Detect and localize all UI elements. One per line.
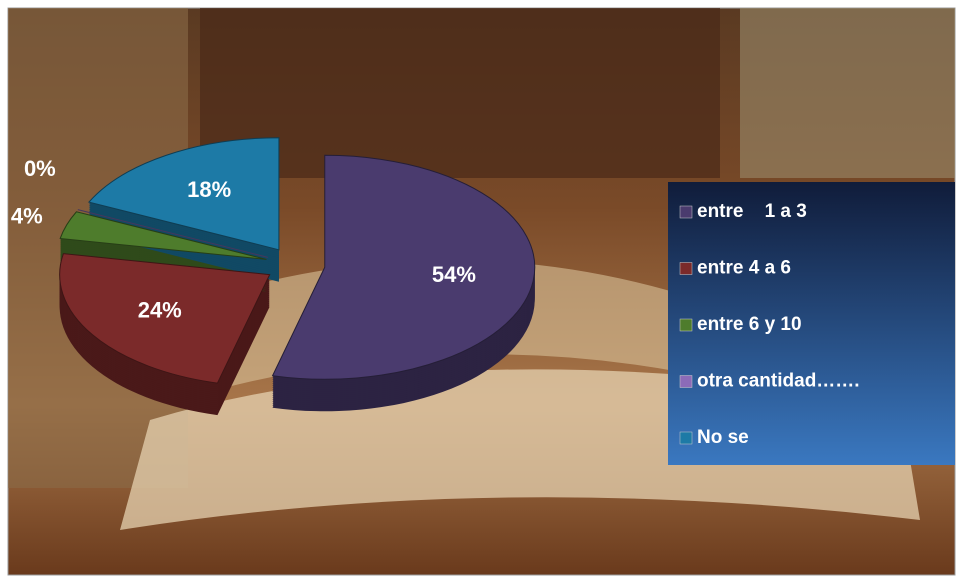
data-label: 4% [11,204,43,229]
data-label: 24% [138,298,182,323]
legend-marker [680,319,692,331]
legend-label: entre 4 a 6 [697,258,791,279]
data-label: 0% [24,156,56,181]
data-label: 54% [432,262,476,287]
legend-label: entre 1 a 3 [697,201,807,222]
legend-marker [680,376,692,388]
legend-label: entre 6 y 10 [697,314,802,335]
legend-marker [680,206,692,218]
legend-label: otra cantidad……. [697,371,860,392]
legend-marker [680,263,692,275]
chart: 54% 24% 4% 0% 18% entre 1 a 3 entre 4 a 6 entre… [0,0,959,579]
data-label: 18% [187,177,231,202]
legend-label: No se [697,427,749,448]
legend-marker [680,432,692,444]
